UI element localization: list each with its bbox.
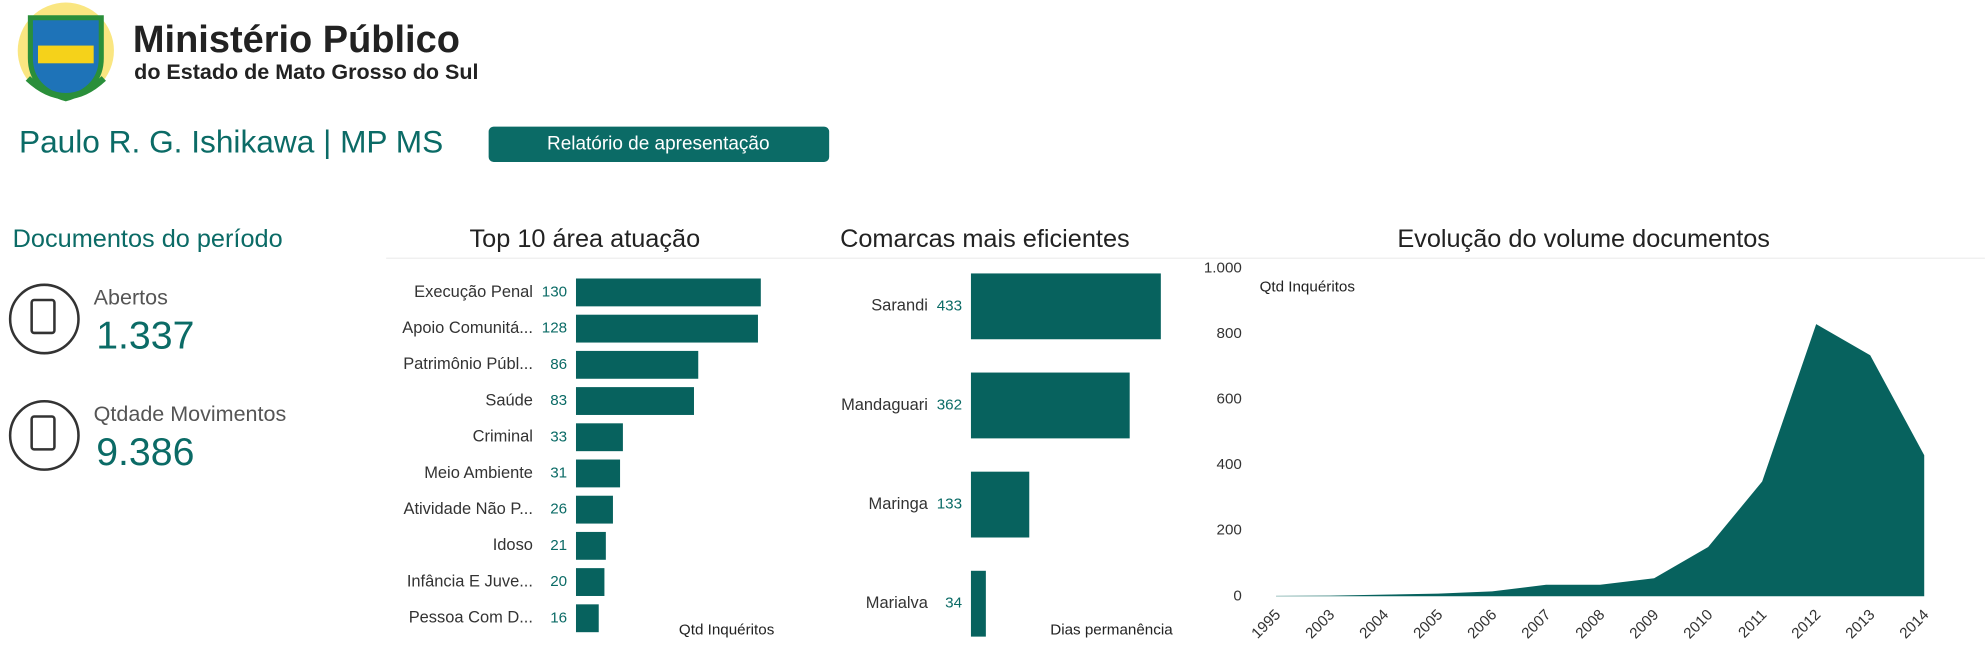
value-label: 31 bbox=[550, 464, 567, 481]
org-subtitle: do Estado de Mato Grosso do Sul bbox=[134, 60, 478, 84]
x-tick-label: 2014 bbox=[1896, 606, 1932, 642]
area bbox=[1276, 324, 1925, 597]
category-label: Mandaguari bbox=[841, 396, 928, 414]
category-label: Execução Penal bbox=[414, 283, 533, 301]
x-tick-label: 2005 bbox=[1410, 606, 1446, 642]
user-name: Paulo R. G. Ishikawa | MP MS bbox=[19, 124, 443, 160]
x-tick-label: 2012 bbox=[1788, 606, 1824, 642]
bar bbox=[575, 387, 694, 415]
category-label: Atividade Não P... bbox=[403, 500, 532, 518]
x-tick-label: 2003 bbox=[1302, 606, 1338, 642]
org-title: Ministério Público bbox=[133, 19, 460, 61]
value-label: 26 bbox=[550, 501, 567, 518]
value-label: 433 bbox=[937, 297, 962, 314]
bar bbox=[575, 350, 699, 379]
bar bbox=[970, 570, 986, 637]
x-tick-label: 2004 bbox=[1356, 606, 1392, 642]
x-tick-label: 2010 bbox=[1680, 606, 1716, 642]
kpi-label: Qtdade Movimentos bbox=[94, 402, 287, 426]
bar bbox=[970, 372, 1130, 439]
value-label: 21 bbox=[550, 537, 567, 554]
bar bbox=[575, 278, 761, 307]
value-label: 20 bbox=[550, 573, 567, 590]
bar bbox=[575, 459, 621, 488]
category-label: Maringa bbox=[869, 495, 929, 513]
y-tick-label: 600 bbox=[1217, 391, 1242, 408]
y-tick-label: 200 bbox=[1217, 522, 1242, 539]
y-tick-label: 400 bbox=[1217, 456, 1242, 473]
category-label: Marialva bbox=[866, 594, 929, 612]
kpi-value: 9.386 bbox=[96, 430, 194, 474]
category-label: Meio Ambiente bbox=[424, 464, 533, 482]
category-label: Apoio Comunitá... bbox=[402, 319, 533, 337]
bar bbox=[970, 273, 1161, 340]
category-label: Pessoa Com D... bbox=[409, 609, 533, 627]
kpi-value: 1.337 bbox=[96, 313, 194, 357]
axis-label: Qtd Inquéritos bbox=[679, 621, 775, 638]
chart-title: Comarcas mais eficientes bbox=[840, 225, 1130, 253]
value-label: 34 bbox=[945, 595, 962, 612]
kpi-label: Abertos bbox=[94, 285, 168, 309]
chart-title: Top 10 área atuação bbox=[470, 225, 701, 253]
root: Ministério Público do Estado de Mato Gro… bbox=[8, 2, 1985, 642]
x-tick-label: 2013 bbox=[1842, 606, 1878, 642]
value-label: 86 bbox=[550, 356, 567, 373]
report-button-label[interactable]: Relatório de apresentação bbox=[547, 133, 770, 154]
x-tick-label: 2008 bbox=[1572, 606, 1608, 642]
kpi-icon bbox=[8, 283, 80, 471]
value-label: 362 bbox=[937, 396, 962, 413]
value-label: 83 bbox=[550, 392, 567, 409]
y-tick-label: 800 bbox=[1217, 325, 1242, 342]
bar bbox=[575, 314, 758, 343]
category-label: Sarandi bbox=[871, 297, 928, 315]
bar bbox=[575, 531, 606, 560]
bar bbox=[575, 495, 613, 524]
y-tick-label: 0 bbox=[1233, 587, 1241, 604]
axis-label: Qtd Inquéritos bbox=[1260, 278, 1356, 295]
value-label: 130 bbox=[542, 283, 567, 300]
bar bbox=[575, 423, 623, 452]
value-label: 128 bbox=[542, 320, 567, 337]
category-label: Infância E Juve... bbox=[407, 572, 533, 590]
y-tick-label: 1.000 bbox=[1204, 259, 1242, 276]
bar bbox=[575, 604, 599, 633]
value-label: 33 bbox=[550, 428, 567, 445]
x-tick-label: 2009 bbox=[1626, 606, 1662, 642]
x-tick-label: 1995 bbox=[1248, 606, 1284, 642]
category-label: Patrimônio Públ... bbox=[403, 355, 533, 373]
value-label: 16 bbox=[550, 609, 567, 626]
bar bbox=[575, 568, 605, 596]
kpi-title: Documentos do período bbox=[13, 225, 283, 253]
logo bbox=[17, 2, 114, 102]
x-tick-label: 2006 bbox=[1464, 606, 1500, 642]
axis-label: Dias permanência bbox=[1050, 621, 1173, 638]
report-button[interactable] bbox=[488, 126, 830, 163]
chart-title: Evolução do volume documentos bbox=[1397, 225, 1770, 253]
x-tick-label: 2011 bbox=[1735, 606, 1770, 641]
category-label: Saúde bbox=[485, 391, 533, 409]
category-label: Criminal bbox=[473, 428, 533, 446]
bar bbox=[970, 471, 1030, 538]
category-label: Idoso bbox=[493, 536, 533, 554]
value-label: 133 bbox=[937, 496, 962, 513]
x-tick-label: 2007 bbox=[1518, 606, 1554, 642]
